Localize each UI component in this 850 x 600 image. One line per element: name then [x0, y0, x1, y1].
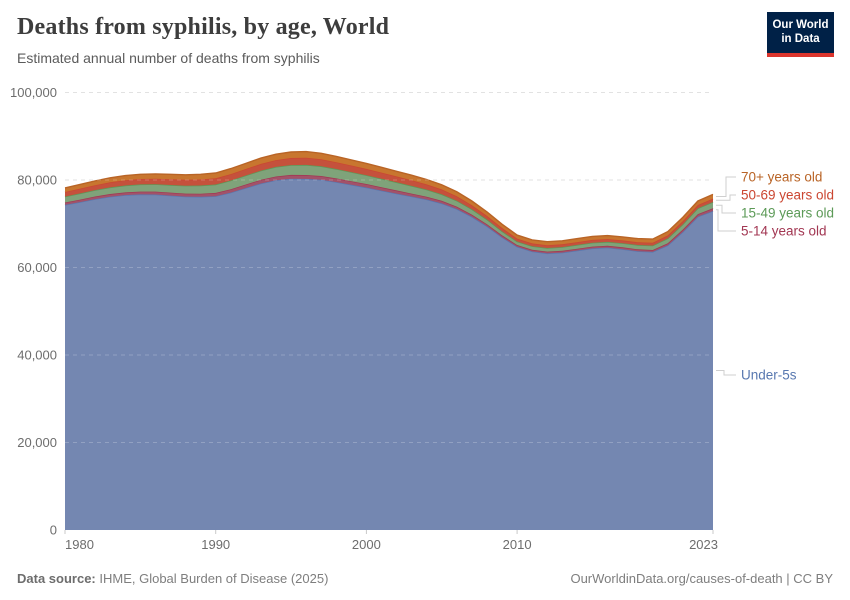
- area-15-49-years-old: [65, 164, 713, 252]
- legend-connector-5-14-years-old: [716, 209, 736, 232]
- chart-header: Deaths from syphilis, by age, World Esti…: [17, 14, 750, 66]
- y-axis-label-0: 0: [50, 523, 57, 538]
- area-50-69-years-old: [65, 157, 713, 248]
- x-axis-label-2010: 2010: [503, 537, 532, 552]
- data-source: Data source: IHME, Global Burden of Dise…: [17, 571, 328, 586]
- legend-connector-under-5s: [716, 370, 736, 376]
- x-axis-label-1990: 1990: [201, 537, 230, 552]
- data-source-text: IHME, Global Burden of Disease (2025): [95, 571, 329, 586]
- area-border-70-years-old: [64, 150, 714, 243]
- area-5-14-years-old: [65, 174, 713, 254]
- legend-label-under-5s[interactable]: Under-5s: [741, 368, 797, 383]
- legend-label-70-years-old[interactable]: 70+ years old: [741, 170, 822, 185]
- y-axis-label-80000: 80,000: [17, 173, 57, 188]
- area-under-5s: [65, 178, 713, 530]
- y-axis-label-40000: 40,000: [17, 348, 57, 363]
- data-source-label: Data source:: [17, 571, 96, 586]
- y-axis-label-100000: 100,000: [10, 85, 57, 100]
- x-axis-label-2023: 2023: [689, 537, 718, 552]
- credit-link[interactable]: OurWorldinData.org/causes-of-death | CC …: [570, 571, 833, 586]
- area-70-years-old: [65, 151, 713, 246]
- legend-connector-70-years-old: [716, 176, 736, 197]
- legend-label-50-69-years-old[interactable]: 50-69 years old: [741, 188, 834, 203]
- legend-connector-50-69-years-old: [716, 194, 736, 201]
- chart-footer: Data source: IHME, Global Burden of Dise…: [17, 571, 833, 586]
- x-axis-label-2000: 2000: [352, 537, 381, 552]
- y-axis-label-20000: 20,000: [17, 435, 57, 450]
- x-axis-label-1980: 1980: [65, 537, 94, 552]
- legend-connector-15-49-years-old: [716, 204, 736, 214]
- owid-logo: Our World in Data: [767, 12, 834, 57]
- owid-logo-line2: in Data: [781, 32, 820, 45]
- legend-label-5-14-years-old[interactable]: 5-14 years old: [741, 224, 827, 239]
- legend-label-15-49-years-old[interactable]: 15-49 years old: [741, 206, 834, 221]
- y-axis-label-60000: 60,000: [17, 260, 57, 275]
- owid-logo-line1: Our World: [772, 18, 829, 31]
- page-subtitle: Estimated annual number of deaths from s…: [17, 50, 320, 66]
- page-title: Deaths from syphilis, by age, World: [17, 14, 390, 40]
